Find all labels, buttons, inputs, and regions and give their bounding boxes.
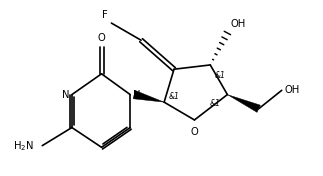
Text: O: O [191,127,198,137]
Text: N: N [62,90,69,100]
Text: &1: &1 [169,92,180,101]
Text: H$_2$N: H$_2$N [13,139,34,153]
Text: &1: &1 [209,99,220,108]
Polygon shape [227,95,260,112]
Text: F: F [102,10,108,20]
Text: N: N [132,90,140,100]
Text: O: O [98,33,105,43]
Text: &1: &1 [215,71,226,80]
Text: OH: OH [284,85,299,95]
Polygon shape [133,90,164,102]
Text: OH: OH [230,19,245,29]
